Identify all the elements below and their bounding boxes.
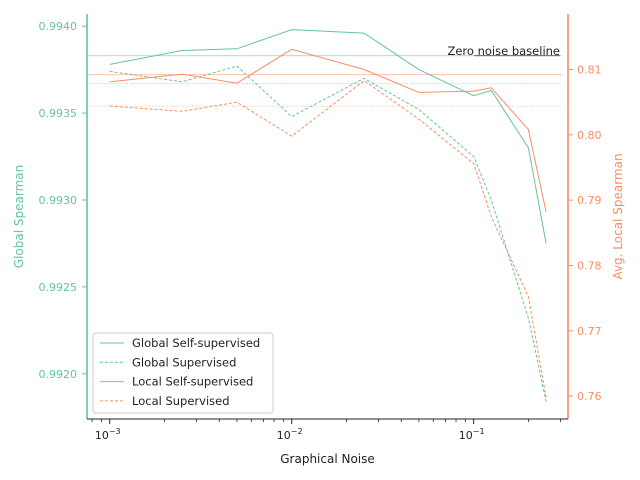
right-tick-label: 0.80 <box>577 129 602 142</box>
left-tick-label: 0.9940 <box>39 20 78 33</box>
right-tick-label: 0.77 <box>577 325 602 338</box>
right-tick-label: 0.76 <box>577 390 602 403</box>
legend-label: Global Supervised <box>132 355 236 369</box>
x-tick-label: 10−3 <box>95 427 121 442</box>
series-line-local-supervised <box>109 79 547 398</box>
baseline-label: Zero noise baseline <box>447 44 560 58</box>
left-tick-label: 0.9930 <box>39 194 78 207</box>
right-tick-label: 0.78 <box>577 259 602 272</box>
legend: Global Self-supervised Global Supervised L… <box>92 332 274 414</box>
right-tick-label: 0.79 <box>577 194 602 207</box>
series-line-global-self-supervised <box>109 29 547 244</box>
x-tick-label: 10−2 <box>277 427 303 442</box>
right-tick-label: 0.81 <box>577 64 602 77</box>
left-tick-label: 0.9935 <box>39 107 78 120</box>
legend-label: Global Self-supervised <box>132 336 260 350</box>
legend-label: Local Supervised <box>132 394 230 408</box>
left-tick-label: 0.9920 <box>39 368 78 381</box>
left-axis-label: Global Spearman <box>12 165 26 268</box>
x-tick-label: 10−1 <box>459 427 485 442</box>
legend-label: Local Self-supervised <box>132 375 253 389</box>
series-line-local-self-supervised <box>109 48 547 213</box>
x-axis-label: Graphical Noise <box>280 452 375 466</box>
series-line-global-supervised <box>109 65 547 402</box>
right-axis-label: Avg. Local Spearman <box>611 153 625 279</box>
left-tick-label: 0.9925 <box>39 281 78 294</box>
legend-box <box>92 332 274 414</box>
